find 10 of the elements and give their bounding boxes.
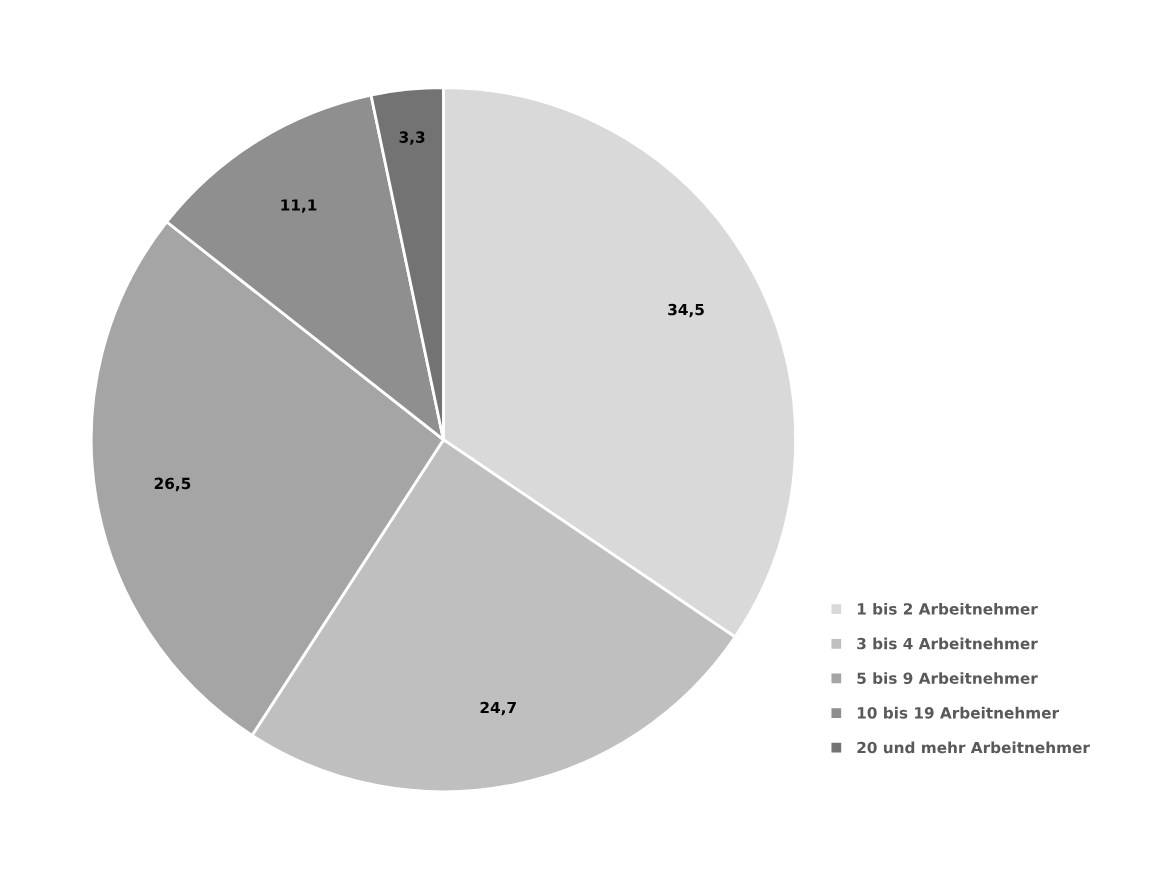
data-label: 24,7 xyxy=(480,701,516,716)
legend-label: 20 und mehr Arbeitnehmer xyxy=(857,741,1090,754)
data-label: 26,5 xyxy=(154,477,191,492)
legend-label: 1 bis 2 Arbeitnehmer xyxy=(857,602,1038,615)
legend-label: 10 bis 19 Arbeitnehmer xyxy=(857,706,1060,719)
data-label: 3,3 xyxy=(399,131,425,145)
data-label: 34,5 xyxy=(668,303,704,318)
legend-label: 5 bis 9 Arbeitnehmer xyxy=(857,672,1038,684)
data-label: 11,1 xyxy=(281,199,317,213)
legend-label: 3 bis 4 Arbeitnehmer xyxy=(857,637,1038,650)
